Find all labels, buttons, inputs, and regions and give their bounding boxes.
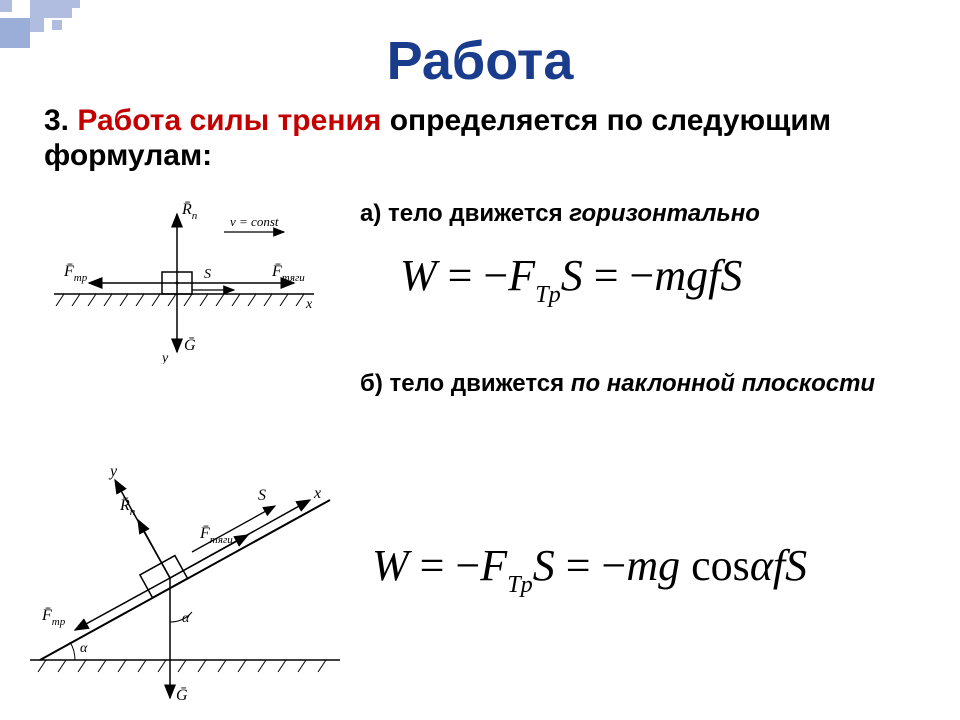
corner-deco (52, 20, 62, 30)
label-x: x (305, 297, 313, 312)
label-G: Ḡ (176, 687, 188, 704)
label-S: S (204, 267, 211, 282)
sym-S: S (533, 541, 555, 590)
formula-b: W = −FTpS = −mg cosαfS (372, 540, 807, 597)
sym-F: F (508, 251, 535, 300)
label-y: y (160, 351, 169, 364)
label-G: Ḡ (184, 337, 196, 354)
corner-deco (72, 0, 80, 8)
corner-deco (0, 0, 12, 12)
corner-deco (30, 0, 72, 18)
sym-W: W (400, 251, 437, 300)
diagram-horizontal: R̄n F̄тр F̄тяги Ḡ S v = const x y (34, 194, 334, 364)
sym-eq2: = − (555, 541, 627, 590)
diagram-incline: y x R̄n F̄тяги S F̄тр Ḡ α α (20, 440, 350, 710)
sym-eq: = − (437, 251, 509, 300)
sym-fS: fS (773, 541, 807, 590)
case-a-em: горизонтально (569, 200, 760, 227)
subheading: 3. Работа силы трения определяется по сл… (44, 104, 924, 173)
label-alpha2: α (182, 611, 190, 626)
sym-mgfS: mgfS (654, 251, 742, 300)
case-b-caption: б) тело движется по наклонной плоскости (360, 370, 875, 399)
sym-Tp: Tp (535, 281, 561, 308)
label-Rn: R̄n (119, 497, 136, 518)
label-v: v = const (230, 214, 279, 229)
label-Rn: R̄n (181, 201, 198, 222)
red-phrase: Работа силы трения (77, 104, 381, 137)
label-x: x (313, 485, 321, 502)
case-b-prefix: б) тело движется (360, 370, 571, 397)
sym-cos: cos (680, 541, 750, 590)
page-title: Работа (0, 30, 960, 92)
label-Ftyag: F̄тяги (199, 525, 233, 546)
case-a-prefix: а) тело движется (360, 200, 569, 227)
sym-S: S (561, 251, 583, 300)
sym-eq2: = − (583, 251, 655, 300)
item-number: 3. (44, 104, 77, 137)
sym-Tp: Tp (507, 571, 533, 598)
label-Ftyag: F̄тяги (271, 263, 305, 284)
case-a-caption: а) тело движется горизонтально (360, 200, 760, 228)
sym-eq: = − (409, 541, 481, 590)
label-alpha1: α (80, 641, 88, 656)
sym-W: W (372, 541, 409, 590)
formula-a: W = −FTpS = −mgfS (400, 250, 742, 307)
label-Ftr: F̄тр (41, 607, 66, 628)
label-Ftr: F̄тр (63, 263, 88, 284)
sym-F: F (480, 541, 507, 590)
sym-mg: mg (626, 541, 680, 590)
sym-alpha: α (750, 541, 773, 590)
case-b-em: по наклонной плоскости (571, 370, 875, 397)
label-y: y (108, 463, 118, 480)
label-S: S (258, 487, 266, 504)
